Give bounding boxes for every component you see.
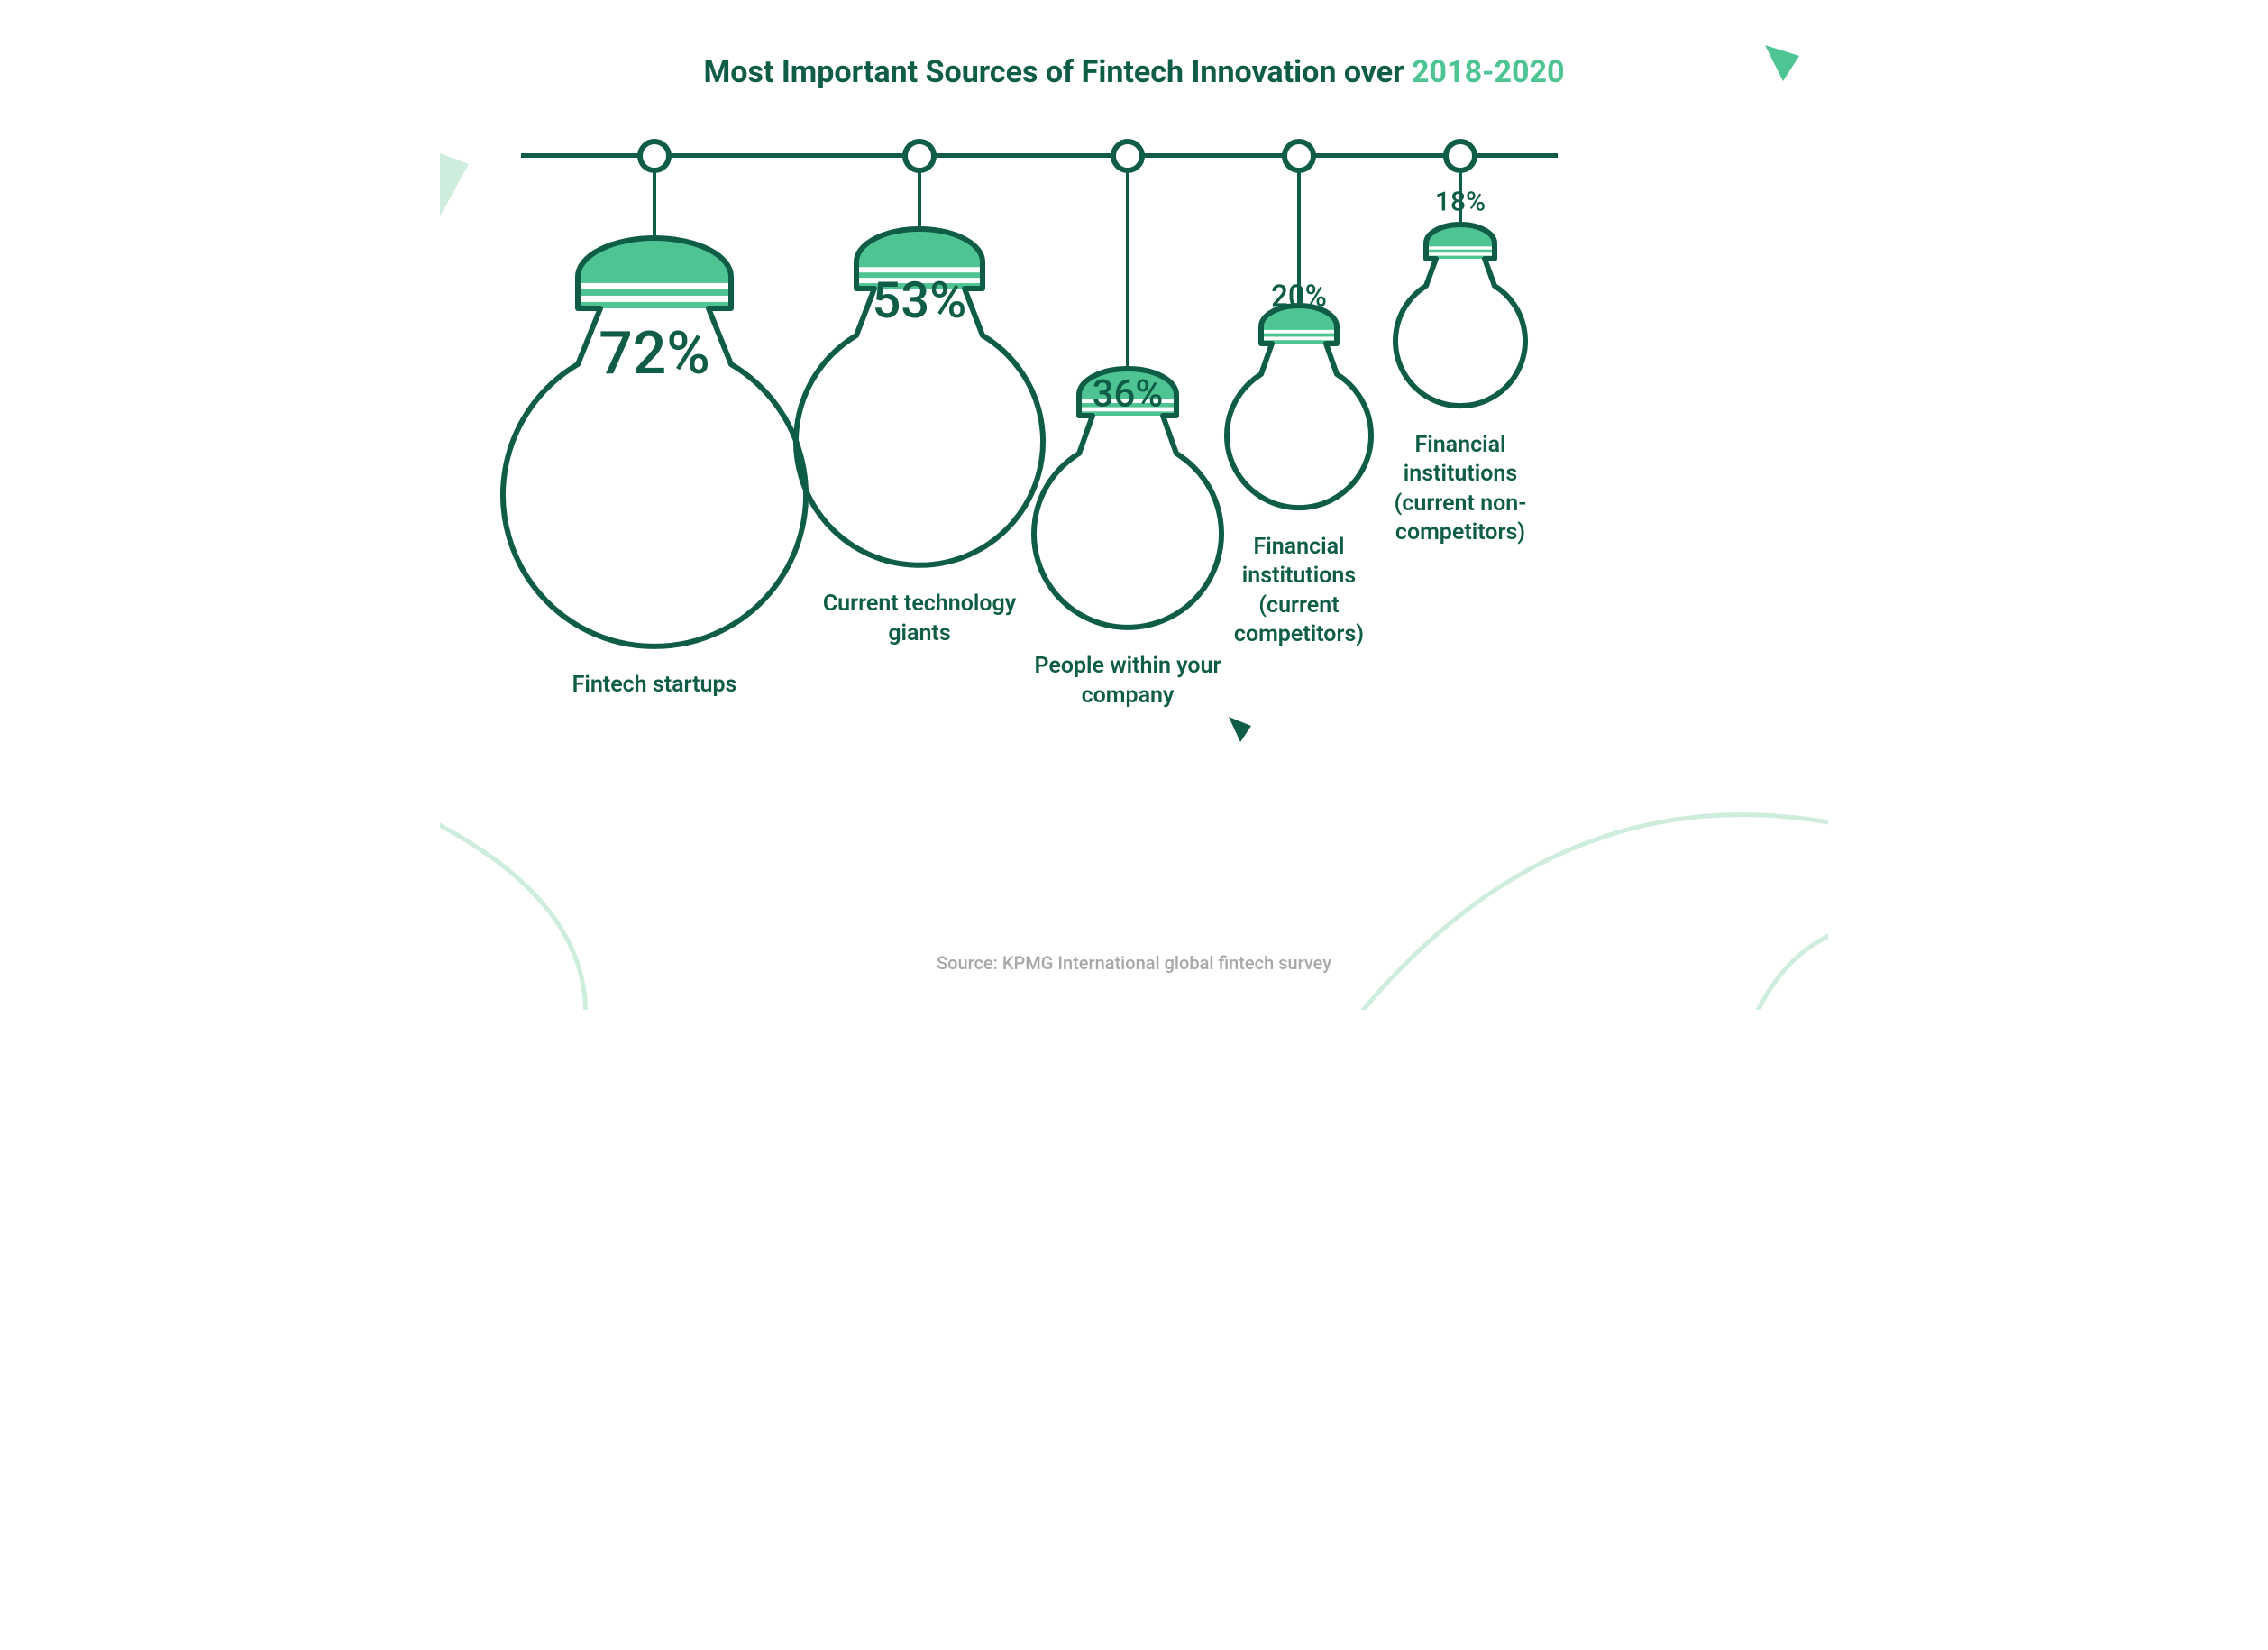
bulb-4: 18% (1388, 138, 1532, 413)
bulb-0: 72% (496, 138, 813, 654)
bulb-percent: 36% (1093, 371, 1164, 416)
bulb-1: 53% (789, 138, 1050, 573)
bulb-label-2: People within your company (1029, 652, 1227, 710)
bulb-percent: 18% (1435, 186, 1486, 217)
bulb-label-0: Fintech startups (519, 671, 790, 701)
bulb-label-4: Financial institutions (current non-comp… (1361, 431, 1559, 548)
bulb-3: 20% (1220, 138, 1378, 515)
bulbs-layer: 72% Fintech startups 53% Current technol… (440, 0, 1828, 1010)
bulb-label-3: Financial institutions (current competit… (1209, 533, 1389, 650)
bulb-percent: 72% (599, 318, 710, 388)
bulb-2: 36% (1027, 138, 1229, 635)
bulb-percent: 20% (1271, 279, 1327, 314)
infographic-canvas: Most Important Sources of Fintech Innova… (440, 0, 1828, 1010)
source-citation: Source: KPMG International global fintec… (440, 952, 1828, 974)
bulb-label-1: Current technology giants (816, 590, 1023, 648)
bulb-percent: 53% (873, 270, 967, 330)
